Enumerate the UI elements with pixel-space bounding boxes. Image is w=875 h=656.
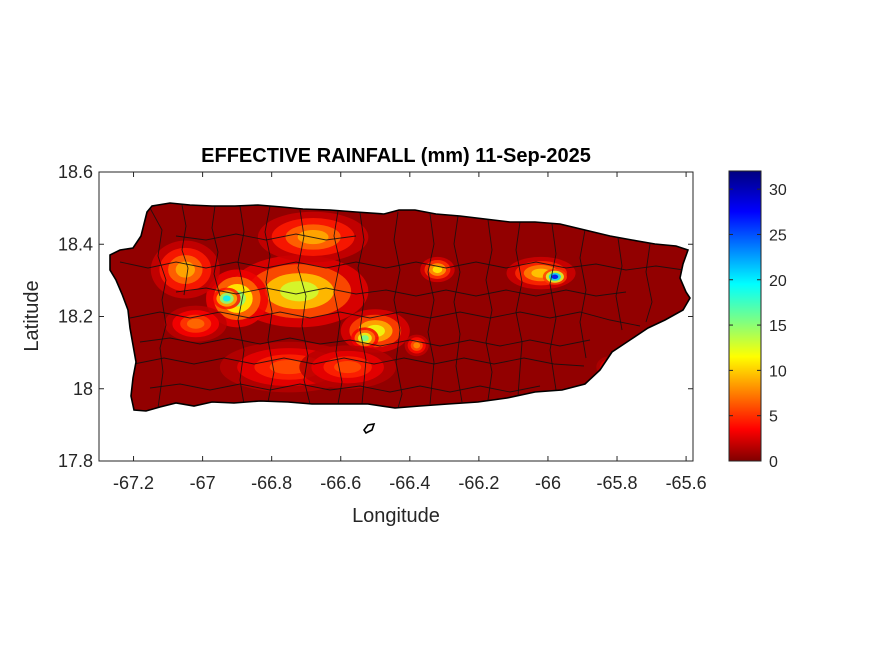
rainfall-hotspot bbox=[420, 256, 455, 283]
municipal-boundary bbox=[264, 205, 275, 403]
municipal-boundary bbox=[297, 209, 311, 405]
municipal-boundary bbox=[149, 207, 167, 409]
rainfall-hotspot bbox=[542, 268, 567, 285]
colorbar-tick-label: 15 bbox=[769, 318, 787, 335]
x-tick-label: -67 bbox=[190, 473, 216, 493]
rainfall-contour bbox=[269, 359, 309, 375]
municipal-boundary bbox=[393, 211, 403, 409]
colorbar-tick-label: 25 bbox=[769, 227, 787, 244]
y-tick-label: 18.2 bbox=[58, 307, 93, 327]
rainfall-contour bbox=[279, 281, 319, 302]
colorbar-tick-label: 30 bbox=[769, 182, 787, 199]
x-axis: -67.2 -67 -66.8 -66.6 -66.4 -66.2 -66 -65.8 -65.… bbox=[113, 172, 707, 493]
rainfall-contour bbox=[222, 295, 231, 302]
municipal-boundary bbox=[149, 383, 541, 393]
rainfall-hotspot bbox=[299, 345, 396, 389]
rainfall-contour bbox=[551, 274, 559, 279]
rainfall-contour bbox=[606, 364, 614, 371]
municipal-boundary bbox=[133, 357, 585, 367]
x-tick-label: -66.6 bbox=[320, 473, 361, 493]
y-tick-label: 18 bbox=[73, 379, 93, 399]
municipal-boundary bbox=[427, 213, 435, 405]
y-axis-label: Latitude bbox=[21, 280, 43, 351]
y-tick-label: 17.8 bbox=[58, 451, 93, 471]
rainfall-hotspot bbox=[404, 334, 429, 357]
coastal-islet bbox=[363, 422, 376, 435]
municipal-boundary bbox=[129, 311, 641, 327]
municipal-boundary bbox=[175, 233, 357, 241]
rainfall-contour bbox=[186, 318, 205, 329]
rainfall-hotspot bbox=[164, 305, 227, 342]
x-tick-label: -66.8 bbox=[251, 473, 292, 493]
rainfall-hotspot bbox=[596, 356, 624, 378]
x-axis-label: Longitude bbox=[352, 505, 440, 527]
rainfall-contour bbox=[413, 342, 421, 349]
rainfall-contour bbox=[361, 335, 369, 342]
chart-title: EFFECTIVE RAINFALL (mm) 11-Sep-2025 bbox=[201, 145, 591, 167]
municipal-boundary bbox=[615, 237, 623, 331]
colorbar: 0 5 10 15 20 25 30 bbox=[728, 170, 787, 471]
colorbar-tick-label: 10 bbox=[769, 363, 787, 380]
rainfall-heat-layer bbox=[110, 203, 690, 411]
municipal-boundary bbox=[453, 215, 463, 403]
municipal-boundary bbox=[333, 210, 343, 405]
x-tick-label: -65.6 bbox=[666, 473, 707, 493]
rainfall-hotspot bbox=[212, 287, 241, 310]
municipal-boundary bbox=[119, 261, 685, 271]
municipal-boundary bbox=[211, 205, 221, 297]
rainfall-contour bbox=[432, 265, 443, 274]
colorbar-gradient bbox=[728, 170, 762, 462]
municipal-boundary bbox=[139, 337, 591, 347]
colorbar-tick-label: 0 bbox=[769, 454, 778, 471]
y-axis: 17.8 18 18.2 18.4 18.6 bbox=[58, 162, 693, 471]
map-area bbox=[109, 202, 691, 435]
municipal-boundary bbox=[485, 219, 493, 401]
x-tick-label: -66.4 bbox=[389, 473, 430, 493]
colorbar-tick-label: 5 bbox=[769, 409, 778, 426]
municipal-boundary bbox=[579, 229, 587, 359]
x-tick-label: -66 bbox=[535, 473, 561, 493]
municipal-boundary bbox=[515, 221, 523, 397]
rainfall-contour bbox=[175, 261, 196, 278]
x-tick-label: -66.2 bbox=[458, 473, 499, 493]
municipal-boundary bbox=[175, 287, 627, 297]
municipal-boundary bbox=[181, 204, 189, 296]
municipal-boundary bbox=[549, 223, 557, 391]
y-tick-label: 18.6 bbox=[58, 162, 93, 182]
municipal-boundary bbox=[645, 243, 653, 323]
municipal-boundary bbox=[237, 205, 245, 405]
municipal-boundary bbox=[357, 212, 367, 405]
municipal-boundaries bbox=[119, 204, 685, 409]
x-tick-label: -67.2 bbox=[113, 473, 154, 493]
colorbar-ticks: 0 5 10 15 20 25 30 bbox=[729, 182, 787, 471]
y-tick-label: 18.4 bbox=[58, 234, 93, 254]
coastline bbox=[109, 202, 691, 412]
x-tick-label: -65.8 bbox=[597, 473, 638, 493]
colorbar-tick-label: 20 bbox=[769, 273, 787, 290]
rainfall-hotspot bbox=[150, 240, 220, 299]
rainfall-contour bbox=[334, 361, 362, 374]
